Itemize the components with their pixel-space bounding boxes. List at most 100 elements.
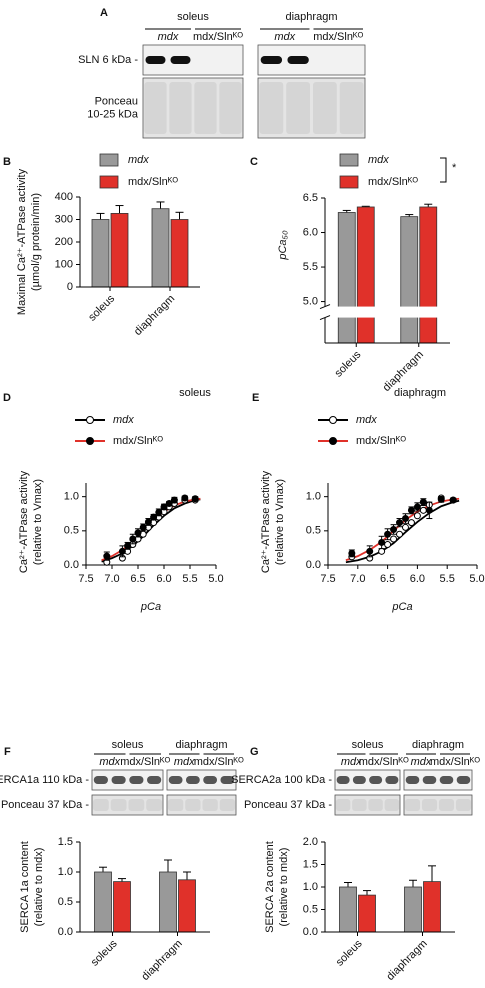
error-bar bbox=[344, 882, 352, 887]
break-mark bbox=[319, 315, 331, 321]
legend-label: mdx/Slnᴷᴼ bbox=[368, 176, 418, 188]
blot-band bbox=[167, 799, 184, 811]
x-tick-label: soleus bbox=[89, 937, 120, 968]
x-tick-label: 5.5 bbox=[440, 573, 455, 585]
panel-letter: A bbox=[100, 7, 108, 19]
blot-band bbox=[220, 776, 235, 784]
chart-title: diaphragm bbox=[394, 387, 446, 399]
blot-band bbox=[339, 82, 364, 134]
x-tick-label: diaphragm bbox=[139, 938, 184, 983]
x-tick-label: diaphragm bbox=[132, 293, 177, 338]
y-axis-label: SERCA 2a content bbox=[264, 841, 276, 933]
x-axis-label: pCa bbox=[140, 601, 161, 613]
blot-box bbox=[91, 794, 164, 816]
bar bbox=[151, 208, 170, 288]
y-axis-label: Maximal Ca²⁺-ATPase activity bbox=[16, 168, 28, 315]
blot-band bbox=[93, 776, 108, 784]
point bbox=[401, 515, 409, 523]
blot-band bbox=[169, 82, 192, 134]
legend-label: mdx/Slnᴷᴼ bbox=[356, 435, 406, 447]
lane-label: mdx/Slnᴷᴼ bbox=[359, 756, 409, 768]
bar bbox=[339, 886, 357, 933]
group-label: soleus bbox=[352, 739, 384, 751]
blot-band bbox=[203, 776, 218, 784]
y-axis-label: (µmol/g protein/min) bbox=[30, 193, 42, 291]
blot-box bbox=[403, 794, 473, 816]
blot-band bbox=[110, 799, 127, 811]
legend-swatch bbox=[99, 175, 119, 189]
lane-label: mdx/Slnᴷᴼ bbox=[193, 31, 243, 43]
error-bar bbox=[409, 879, 417, 887]
blot-band bbox=[147, 776, 162, 784]
row-label: 10-25 kDa bbox=[87, 108, 139, 120]
blot-band bbox=[352, 799, 367, 811]
point bbox=[449, 496, 457, 504]
annotation: * bbox=[452, 162, 457, 174]
legend-swatch bbox=[339, 175, 359, 189]
bar bbox=[94, 871, 112, 933]
y-axis-label: Ca²⁺-ATPase activity bbox=[260, 470, 272, 573]
blot-band bbox=[335, 799, 351, 811]
fit-line bbox=[345, 499, 460, 564]
blot-band bbox=[146, 799, 163, 811]
point bbox=[390, 535, 398, 543]
y-axis-label: (relative to mdx) bbox=[278, 848, 290, 927]
error-bar bbox=[175, 211, 184, 220]
blot-band bbox=[259, 82, 284, 134]
blot-band bbox=[194, 82, 217, 134]
point bbox=[155, 508, 163, 516]
y-tick-label: 0.5 bbox=[64, 525, 79, 537]
panel-letter: F bbox=[4, 746, 11, 758]
point bbox=[144, 518, 152, 526]
lane-label: mdx/Slnᴷᴼ bbox=[194, 756, 244, 768]
blot-band bbox=[129, 776, 144, 784]
bar bbox=[178, 879, 196, 933]
point bbox=[437, 495, 445, 503]
row-label: SERCA2a 100 kDa - bbox=[231, 774, 332, 786]
blot-box bbox=[334, 769, 401, 791]
y-tick-label: 200 bbox=[55, 236, 73, 248]
y-tick-label: 0.0 bbox=[303, 926, 318, 938]
lane-label: mdx/Slnᴷᴼ bbox=[313, 31, 363, 43]
group-label: diaphragm bbox=[286, 11, 338, 23]
blot-band bbox=[260, 56, 283, 64]
bar bbox=[423, 881, 441, 933]
blot-band bbox=[368, 799, 383, 811]
x-axis-label: pCa bbox=[391, 601, 412, 613]
legend-label: mdx bbox=[368, 154, 389, 166]
point bbox=[396, 530, 404, 538]
y-axis-label: pCa₅₀ bbox=[277, 230, 289, 261]
x-tick-label: 6.0 bbox=[410, 573, 425, 585]
blot-band bbox=[92, 799, 109, 811]
point bbox=[401, 523, 409, 531]
bar bbox=[356, 206, 375, 344]
lane-label: mdx/Slnᴷᴼ bbox=[430, 756, 480, 768]
blot-band bbox=[438, 799, 455, 811]
blot-band bbox=[422, 776, 437, 784]
point bbox=[419, 506, 427, 514]
legend-swatch bbox=[339, 153, 359, 167]
legend-swatch bbox=[99, 153, 119, 167]
blot-box bbox=[403, 769, 473, 791]
x-tick-label: 6.5 bbox=[380, 573, 395, 585]
blot-band bbox=[456, 776, 471, 784]
axis-break bbox=[319, 306, 454, 318]
point bbox=[165, 500, 173, 507]
x-tick-label: 6.5 bbox=[130, 573, 145, 585]
x-tick-label: 5.0 bbox=[469, 573, 484, 585]
blot-band bbox=[405, 776, 420, 784]
point bbox=[139, 523, 147, 531]
error-bar bbox=[118, 878, 126, 882]
x-tick-label: diaphragm bbox=[384, 938, 429, 983]
blot-band bbox=[336, 776, 350, 784]
y-tick-label: 0.0 bbox=[64, 559, 79, 571]
row-label: SLN 6 kDa - bbox=[78, 54, 138, 66]
point bbox=[103, 552, 111, 560]
error-bar bbox=[424, 203, 433, 207]
point bbox=[378, 538, 386, 546]
point bbox=[191, 495, 199, 503]
y-tick-label: 100 bbox=[55, 258, 73, 270]
lane-label: mdx bbox=[341, 756, 362, 768]
